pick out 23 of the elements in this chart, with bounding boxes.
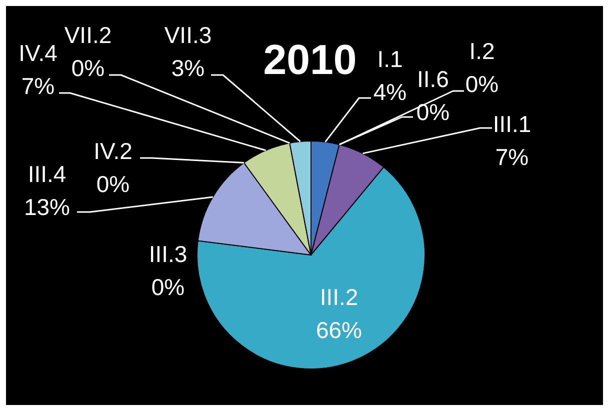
data-label: 7% [495,144,529,170]
data-label: 7% [21,73,55,99]
data-label: 4% [373,79,407,105]
text: 0% [416,99,450,125]
category-label: II.6 [417,66,449,92]
data-label: 3% [171,55,205,81]
data-label: 13% [24,194,70,220]
slice-label: I.1 [377,46,403,72]
slice-label: III.1 [492,111,532,137]
slice-label: IV.4 [18,40,58,66]
slice-label: III.2 [320,284,358,310]
category-label: III.3 [148,241,188,267]
category-label: I.2 [469,38,495,64]
text: 0% [151,274,185,300]
category-label: VII.2 [64,22,112,48]
text: 0% [465,71,499,97]
slice-label: III.4 [28,161,66,187]
text: 0% [71,55,105,81]
slice-label: VII.3 [164,22,212,48]
legend-label: IV.2 [94,138,132,164]
text: 0% [96,171,130,197]
data-label: 66% [316,317,362,343]
chart-title: 2010 [263,36,357,83]
